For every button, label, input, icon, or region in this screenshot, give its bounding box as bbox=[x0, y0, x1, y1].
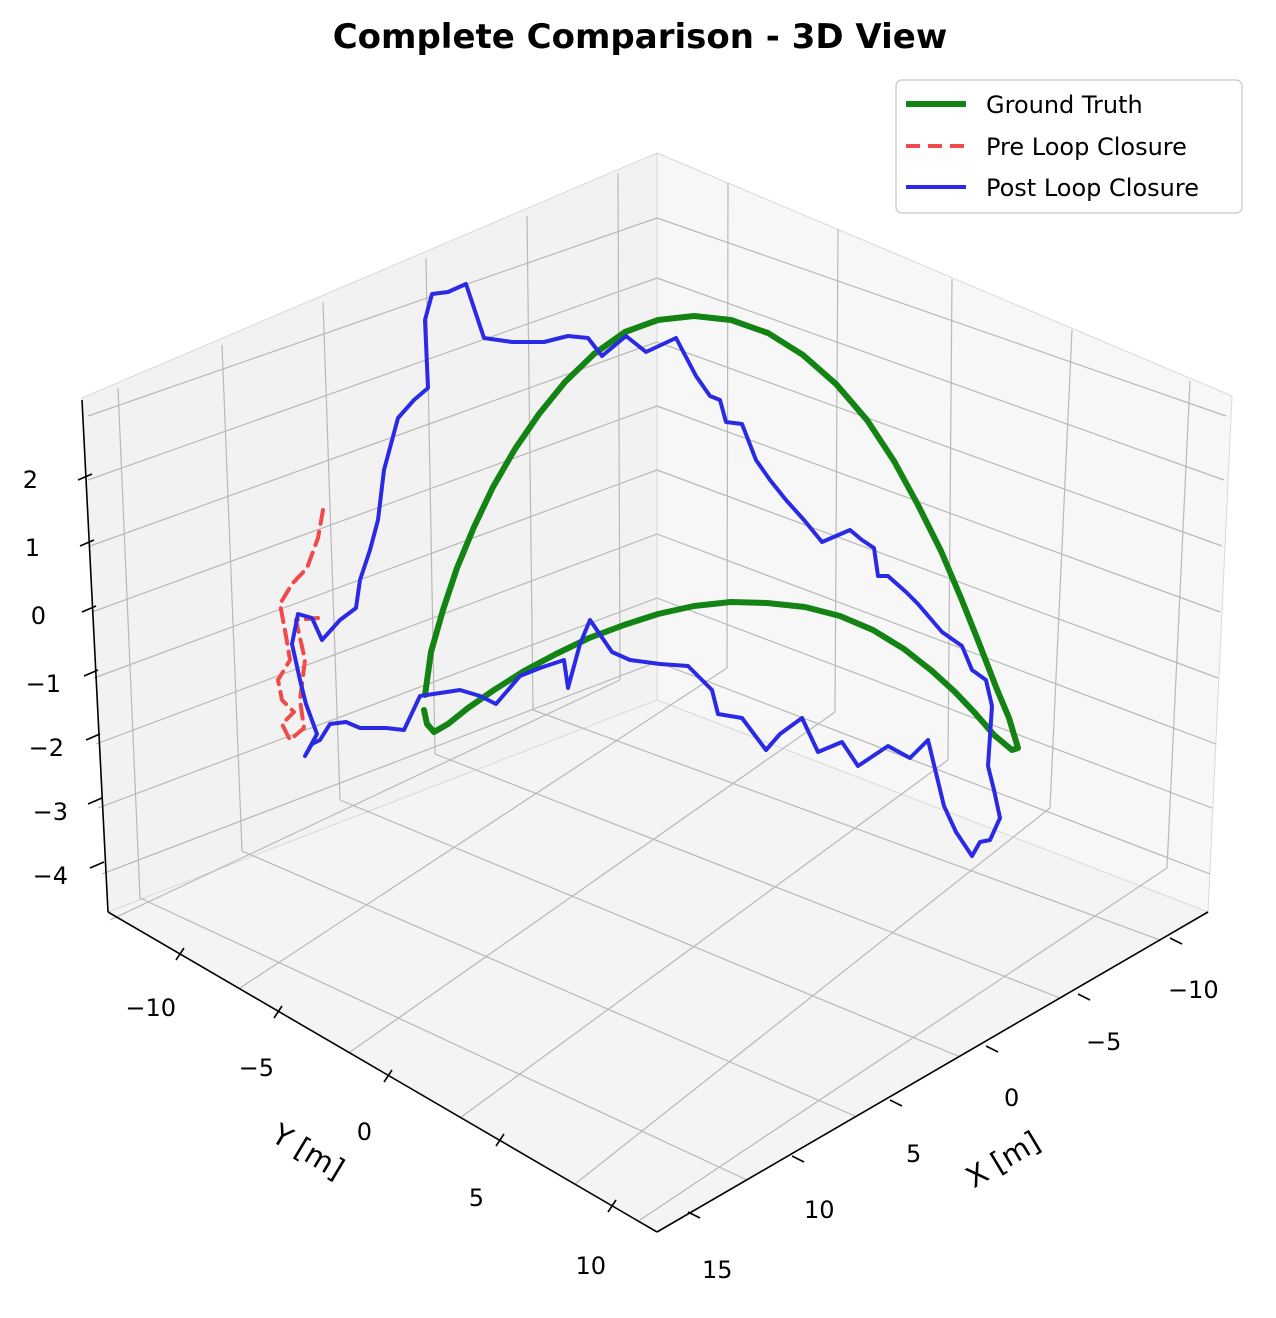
grid-line bbox=[639, 867, 1168, 1221]
series-line-ground-truth bbox=[421, 313, 1021, 753]
grid-line bbox=[349, 711, 836, 1053]
tick-marks bbox=[77, 473, 1183, 1219]
tick-mark bbox=[79, 539, 95, 547]
grid-line bbox=[339, 799, 959, 1057]
z-tick-label: −3 bbox=[33, 798, 68, 826]
z-tick-label: 0 bbox=[31, 602, 46, 630]
z-tick-label: 2 bbox=[23, 466, 38, 494]
tick-mark bbox=[495, 1133, 505, 1147]
x-tick-label: −10 bbox=[1168, 976, 1219, 1004]
tick-mark bbox=[175, 947, 185, 961]
grid-line bbox=[947, 278, 953, 761]
y-tick-label: −5 bbox=[239, 1054, 274, 1082]
grid-line bbox=[434, 753, 1061, 999]
grid-line bbox=[656, 533, 1217, 745]
grid-lines bbox=[87, 172, 1227, 1221]
y-axis-line bbox=[107, 911, 658, 1233]
grid-line bbox=[1049, 329, 1073, 809]
tick-mark bbox=[607, 1199, 617, 1213]
grid-line bbox=[656, 405, 1221, 613]
legend: Ground Truth Pre Loop Closure Post Loop … bbox=[895, 79, 1243, 214]
x-axis-line bbox=[656, 911, 1209, 1233]
tick-mark bbox=[687, 1211, 701, 1219]
x-tick-label: 15 bbox=[702, 1256, 733, 1284]
x-tick-label: 10 bbox=[804, 1196, 835, 1224]
grid-line bbox=[532, 709, 1161, 941]
tick-mark bbox=[85, 733, 101, 741]
grid-line bbox=[322, 301, 341, 801]
series-group bbox=[276, 282, 1021, 858]
grid-line bbox=[101, 661, 658, 875]
grid-line bbox=[656, 469, 1219, 679]
z-tick-label: 1 bbox=[25, 534, 40, 562]
grid-line bbox=[239, 667, 728, 989]
grid-line bbox=[526, 215, 534, 711]
x-tick-label: 0 bbox=[1004, 1084, 1019, 1112]
x-tick-label: −5 bbox=[1086, 1028, 1121, 1056]
axes-lines bbox=[81, 399, 1209, 1233]
z-tick-label: −1 bbox=[26, 670, 61, 698]
legend-label-pre-loop-closure: Pre Loop Closure bbox=[986, 133, 1187, 161]
grid-line bbox=[726, 182, 729, 669]
tick-mark bbox=[87, 797, 103, 805]
grid-line bbox=[91, 405, 658, 613]
grid-line bbox=[93, 469, 658, 679]
grid-line bbox=[834, 228, 839, 713]
tick-mark bbox=[273, 1005, 283, 1019]
x-tick-label: 5 bbox=[906, 1140, 921, 1168]
grid-line bbox=[109, 679, 621, 921]
tick-mark bbox=[89, 861, 105, 869]
tick-mark bbox=[1169, 937, 1183, 945]
y-tick-label: 5 bbox=[469, 1184, 484, 1212]
tick-mark bbox=[83, 669, 99, 677]
legend-label-post-loop-closure: Post Loop Closure bbox=[986, 174, 1199, 202]
chart-title: Complete Comparison - 3D View bbox=[333, 17, 948, 57]
grid-line bbox=[656, 341, 1223, 547]
y-axis-label: Y [m] bbox=[265, 1116, 350, 1186]
grid-line bbox=[95, 533, 658, 745]
grid-line bbox=[656, 217, 1227, 417]
z-tick-labels: −4 −3 −2 −1 0 1 2 bbox=[23, 466, 68, 890]
grid-line bbox=[97, 597, 658, 809]
z-axis-line bbox=[81, 399, 109, 913]
y-tick-label: 0 bbox=[357, 1118, 372, 1146]
z-tick-label: −4 bbox=[33, 862, 68, 890]
grid-line bbox=[459, 759, 949, 1119]
tick-mark bbox=[985, 1045, 999, 1053]
grid-line bbox=[87, 217, 658, 417]
x-tick-labels: −10 −5 0 5 10 15 bbox=[702, 976, 1219, 1284]
tick-mark bbox=[77, 473, 93, 481]
tick-mark bbox=[791, 1155, 805, 1163]
y-tick-label: 10 bbox=[575, 1252, 606, 1280]
y-tick-label: −10 bbox=[125, 994, 176, 1022]
grid-line bbox=[656, 597, 1213, 809]
tick-mark bbox=[81, 605, 97, 613]
y-tick-labels: −10 −5 0 5 10 bbox=[125, 994, 606, 1280]
grid-line bbox=[656, 277, 1225, 481]
grid-line bbox=[117, 387, 141, 899]
grid-line bbox=[617, 172, 621, 681]
series-line-post-loop-closure bbox=[290, 282, 1002, 858]
legend-label-ground-truth: Ground Truth bbox=[986, 91, 1143, 119]
grid-line bbox=[221, 344, 243, 852]
z-tick-label: −2 bbox=[29, 734, 64, 762]
tick-mark bbox=[383, 1069, 393, 1083]
grid-line bbox=[241, 850, 856, 1117]
grid-line bbox=[89, 341, 658, 547]
legend-box bbox=[895, 79, 1243, 214]
grid-line bbox=[574, 807, 1051, 1185]
grid-line bbox=[139, 897, 748, 1181]
tick-mark bbox=[889, 1099, 903, 1107]
grid-line bbox=[1166, 380, 1191, 869]
x-axis-label: X [m] bbox=[960, 1124, 1046, 1194]
grid-line bbox=[87, 277, 658, 481]
tick-mark bbox=[1077, 993, 1091, 1001]
